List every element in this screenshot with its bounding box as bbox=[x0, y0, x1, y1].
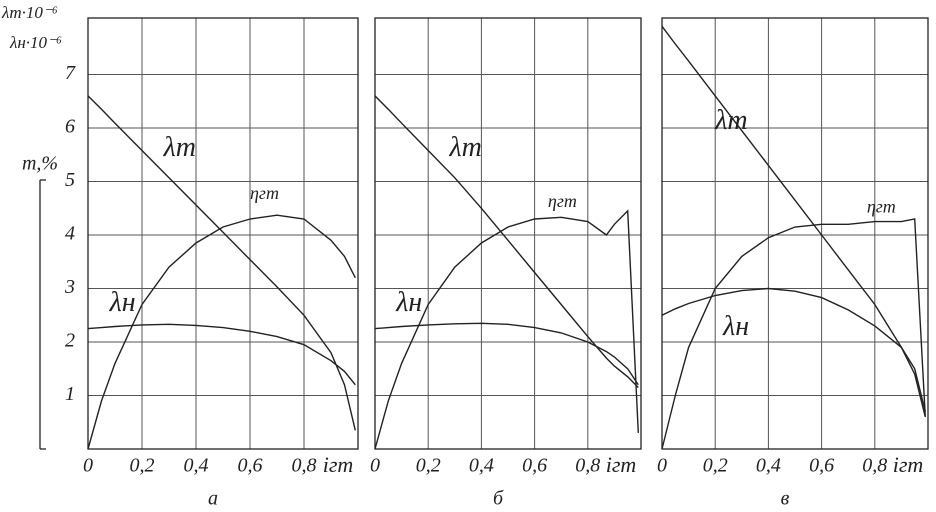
x-tick-label: 0,4 bbox=[756, 455, 781, 477]
y-axis-label-2: m,% bbox=[22, 153, 58, 175]
line-series bbox=[661, 218, 926, 450]
series-label: ηгт bbox=[867, 196, 896, 216]
series-label: λн bbox=[395, 287, 422, 318]
line-series bbox=[661, 287, 926, 412]
series-label: λт bbox=[163, 132, 196, 163]
series-label: ηгт bbox=[250, 183, 279, 203]
series-label: λт bbox=[448, 132, 481, 163]
line-series bbox=[374, 322, 639, 386]
line-series bbox=[87, 95, 356, 431]
series-label: λт bbox=[714, 105, 747, 136]
y-tick-label: 2 bbox=[65, 330, 75, 352]
y-axis-label: λн·10⁻⁶ bbox=[9, 33, 62, 52]
x-tick-label: 0,2 bbox=[703, 455, 728, 477]
x-tick-label: 0 bbox=[370, 455, 380, 477]
line-series bbox=[374, 95, 639, 388]
x-tick-label: 0,8 bbox=[292, 455, 317, 477]
line-series bbox=[87, 323, 356, 386]
x-tick-label: 0,6 bbox=[238, 455, 263, 477]
plot-frame bbox=[374, 17, 642, 450]
y-tick-label: 5 bbox=[65, 169, 75, 191]
x-tick-label: 0,4 bbox=[469, 455, 494, 477]
y-tick-label: 1 bbox=[65, 383, 75, 405]
series-label: λн bbox=[109, 287, 136, 318]
y-axis-label: λт·10⁻⁶ bbox=[1, 3, 58, 22]
x-tick-label: 0 bbox=[657, 455, 667, 477]
series-label: λн bbox=[722, 311, 749, 342]
panel-label: б bbox=[493, 488, 504, 510]
x-tick-label: 0,2 bbox=[416, 455, 441, 477]
x-tick-label: 0 bbox=[83, 455, 93, 477]
x-tick-label: 0,4 bbox=[184, 455, 209, 477]
plot-frame bbox=[87, 17, 359, 450]
panel-label: а bbox=[208, 488, 218, 510]
y-tick-label: 6 bbox=[65, 116, 75, 138]
line-series bbox=[374, 209, 639, 450]
panel-label: в bbox=[781, 488, 790, 510]
x-tick-label: 0,6 bbox=[809, 455, 834, 477]
line-series bbox=[87, 214, 356, 450]
x-axis-label: iгт bbox=[606, 452, 637, 477]
plot-frame bbox=[661, 17, 929, 450]
x-axis-label: iгт bbox=[323, 452, 354, 477]
x-tick-label: 0,2 bbox=[130, 455, 155, 477]
x-tick-label: 0,6 bbox=[522, 455, 547, 477]
y-tick-label: 7 bbox=[65, 62, 76, 84]
y-tick-label: 4 bbox=[65, 223, 75, 245]
x-tick-label: 0,8 bbox=[862, 455, 887, 477]
y-tick-label: 3 bbox=[64, 276, 75, 298]
series-label: ηгт bbox=[548, 191, 577, 211]
x-tick-label: 0,8 bbox=[575, 455, 600, 477]
x-axis-label: iгт bbox=[893, 452, 924, 477]
